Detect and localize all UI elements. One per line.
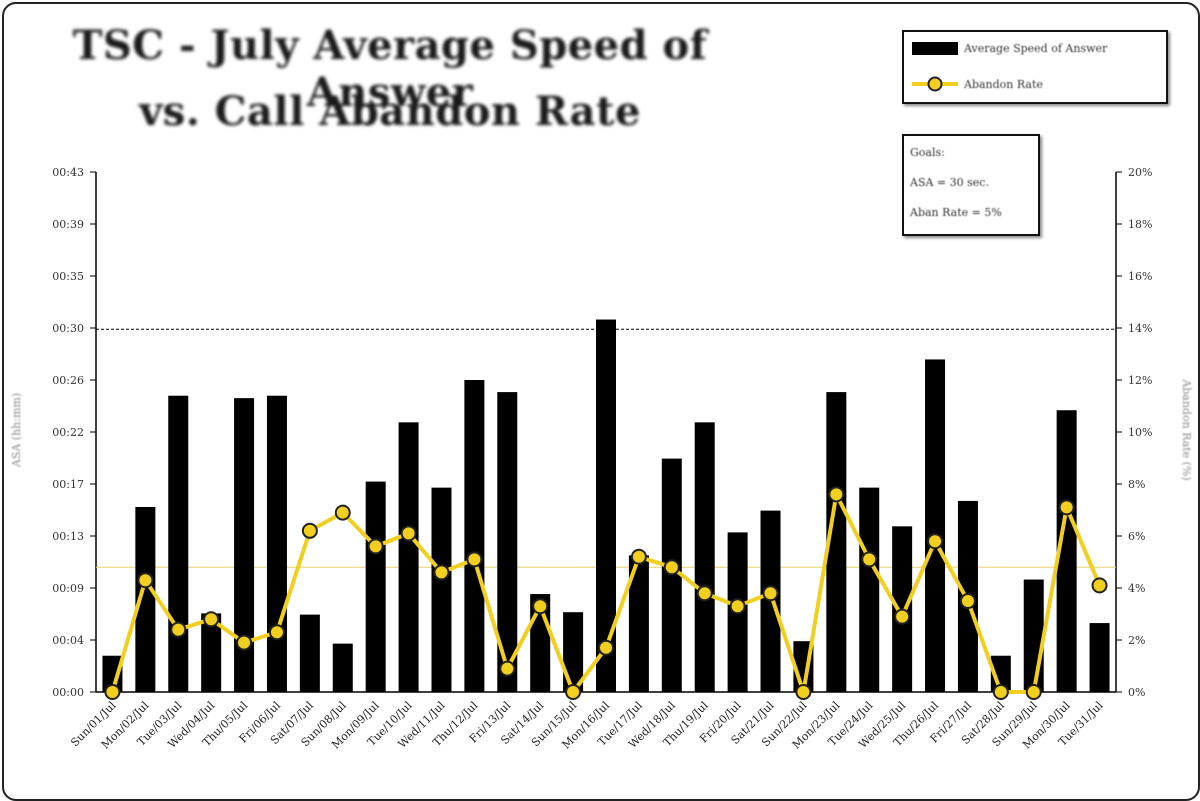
asa-bar xyxy=(464,380,485,692)
legend: Average Speed of Answer Abandon Rate xyxy=(902,30,1168,104)
left-tick-label: 00:13 xyxy=(52,530,84,543)
asa-bar xyxy=(168,395,189,692)
left-tick-label: 00:43 xyxy=(52,166,84,179)
right-tick-label: 12% xyxy=(1128,374,1152,387)
asa-bar xyxy=(431,487,452,692)
abandon-rate-point xyxy=(400,525,417,542)
asa-bar xyxy=(1056,410,1077,692)
abandon-rate-point xyxy=(959,593,976,609)
asa-bar xyxy=(1089,623,1110,692)
legend-line-swatch xyxy=(912,76,958,92)
abandon-rate-point xyxy=(861,551,878,568)
right-tick-label: 20% xyxy=(1128,166,1152,179)
asa-bar xyxy=(1023,579,1044,692)
right-tick-label: 8% xyxy=(1128,478,1145,491)
line-series xyxy=(104,486,1108,700)
right-tick-label: 10% xyxy=(1128,426,1152,439)
right-tick-label: 0% xyxy=(1128,686,1145,699)
abandon-rate-point xyxy=(729,598,746,615)
asa-bar xyxy=(266,395,287,692)
goals-box: Goals: ASA = 30 sec. Aban Rate = 5% xyxy=(902,134,1040,236)
asa-bar xyxy=(760,510,781,692)
abandon-rate-point xyxy=(301,522,318,539)
abandon-rate-point xyxy=(565,684,582,700)
left-tick-label: 00:35 xyxy=(52,270,84,283)
abandon-rate-point xyxy=(203,611,220,628)
abandon-rate-point xyxy=(630,548,647,565)
right-tick-label: 4% xyxy=(1128,582,1145,595)
asa-bar xyxy=(826,392,847,692)
asa-bar xyxy=(365,481,386,692)
x-tick-labels: Sun/01/JulMon/02/JulTue/03/JulWed/04/Jul… xyxy=(68,699,1106,752)
title-line-1: TSC - July Average Speed of Answer xyxy=(72,22,708,116)
left-tick-label: 00:04 xyxy=(52,634,84,647)
left-tick-label: 00:00 xyxy=(52,686,84,699)
chart-title: TSC - July Average Speed of Answer vs. C… xyxy=(10,10,770,150)
abandon-rate-point xyxy=(532,598,549,615)
legend-bar-swatch xyxy=(912,42,958,55)
abandon-rate-point xyxy=(992,684,1009,700)
abandon-rate-point xyxy=(795,684,812,700)
abandon-rate-point xyxy=(137,572,154,589)
asa-bar xyxy=(299,614,320,692)
right-tick-label: 18% xyxy=(1128,218,1152,231)
asa-bar xyxy=(925,359,946,692)
right-tick-label: 6% xyxy=(1128,530,1145,543)
left-tick-label: 00:39 xyxy=(52,218,84,231)
asa-bar xyxy=(694,422,715,692)
left-tick-label: 00:26 xyxy=(52,374,84,387)
right-axis-title: Abandon Rate (%) xyxy=(1180,378,1193,480)
asa-bar xyxy=(661,458,682,692)
goals-asa: ASA = 30 sec. xyxy=(910,176,989,189)
abandon-rate-point xyxy=(1025,684,1042,700)
asa-bar xyxy=(135,506,156,692)
abandon-rate-point xyxy=(894,608,911,625)
right-tick-label: 2% xyxy=(1128,634,1145,647)
goals-aban: Aban Rate = 5% xyxy=(910,206,1002,219)
abandon-rate-point xyxy=(499,660,516,677)
abandon-rate-point xyxy=(828,486,845,503)
left-axis-title: ASA (hh:mm) xyxy=(10,393,23,468)
abandon-rate-point xyxy=(762,585,779,602)
title-line-2: vs. Call Abandon Rate xyxy=(139,88,641,135)
left-tick-label: 00:30 xyxy=(52,322,84,335)
abandon-rate-point xyxy=(170,621,187,638)
legend-line-label: Abandon Rate xyxy=(964,78,1043,91)
abandon-rate-point xyxy=(663,559,680,576)
abandon-rate-point xyxy=(696,585,713,602)
abandon-rate-point xyxy=(104,684,121,700)
left-tick-label: 00:22 xyxy=(52,426,84,439)
abandon-rate-point xyxy=(466,551,483,568)
asa-bar xyxy=(398,422,419,692)
right-tick-label: 14% xyxy=(1128,322,1152,335)
legend-bar-label: Average Speed of Answer xyxy=(964,42,1108,55)
asa-bar xyxy=(563,612,584,692)
asa-bar xyxy=(332,643,353,692)
abandon-rate-point xyxy=(367,538,384,555)
abandon-rate-point xyxy=(1058,499,1075,516)
right-tick-label: 16% xyxy=(1128,270,1152,283)
abandon-rate-point xyxy=(927,533,944,550)
left-tick-label: 00:17 xyxy=(52,478,84,491)
abandon-rate-point xyxy=(334,504,351,521)
abandon-rate-point xyxy=(236,634,253,651)
asa-bar xyxy=(497,392,518,692)
left-tick-label: 00:09 xyxy=(52,582,84,595)
right-axis: 0% 2% 4% 6% 8% 10% 12% 14% 16% 18% 20% xyxy=(1115,166,1152,699)
asa-bar xyxy=(596,319,616,692)
abandon-rate-point xyxy=(268,624,285,641)
asa-bar xyxy=(102,655,123,692)
asa-bar xyxy=(628,555,649,692)
bar-series xyxy=(102,319,1110,692)
asa-bar xyxy=(234,398,255,692)
abandon-rate-point xyxy=(433,564,450,581)
goals-heading: Goals: xyxy=(910,146,945,159)
asa-bar xyxy=(201,613,222,692)
asa-bar xyxy=(859,487,880,692)
abandon-rate-point xyxy=(598,639,614,656)
abandon-rate-point xyxy=(1091,577,1108,594)
